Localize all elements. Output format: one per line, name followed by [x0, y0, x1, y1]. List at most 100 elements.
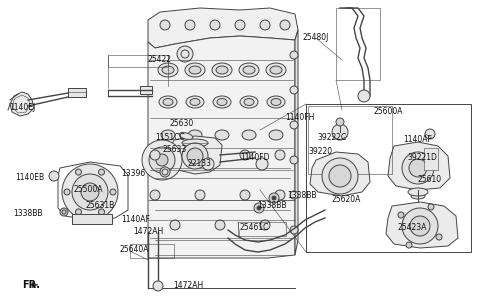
Circle shape — [358, 90, 370, 102]
Circle shape — [257, 206, 261, 210]
Circle shape — [402, 208, 438, 244]
Circle shape — [177, 46, 193, 62]
Ellipse shape — [188, 130, 202, 140]
Text: 25630: 25630 — [170, 120, 194, 128]
Circle shape — [290, 156, 298, 164]
Circle shape — [202, 158, 214, 170]
Circle shape — [64, 189, 70, 195]
Text: 39220: 39220 — [308, 147, 332, 156]
Circle shape — [195, 190, 205, 200]
Polygon shape — [170, 136, 222, 174]
Ellipse shape — [242, 130, 256, 140]
Text: FR.: FR. — [22, 280, 40, 290]
Circle shape — [402, 152, 434, 184]
Ellipse shape — [189, 66, 201, 74]
Circle shape — [436, 234, 442, 240]
Bar — [140, 86, 152, 94]
Circle shape — [187, 148, 203, 164]
Circle shape — [185, 20, 195, 30]
Ellipse shape — [162, 66, 174, 74]
Text: 13396: 13396 — [121, 169, 145, 178]
Bar — [238, 222, 286, 236]
Ellipse shape — [266, 63, 286, 77]
Circle shape — [269, 193, 279, 203]
Ellipse shape — [163, 98, 173, 105]
Ellipse shape — [270, 66, 282, 74]
Circle shape — [240, 190, 250, 200]
Ellipse shape — [243, 66, 255, 74]
Text: 25500A: 25500A — [73, 185, 103, 194]
Circle shape — [290, 51, 298, 59]
Text: 25640A: 25640A — [119, 246, 149, 255]
Circle shape — [98, 169, 105, 175]
Text: 1338BB: 1338BB — [287, 191, 317, 201]
Ellipse shape — [182, 139, 208, 147]
Text: 1140AF: 1140AF — [121, 216, 150, 224]
Circle shape — [49, 171, 59, 181]
Ellipse shape — [186, 96, 204, 108]
Circle shape — [215, 220, 225, 230]
Text: 25480J: 25480J — [303, 34, 329, 43]
Circle shape — [195, 150, 205, 160]
Bar — [424, 148, 438, 170]
Polygon shape — [310, 152, 370, 196]
Circle shape — [290, 86, 298, 94]
Circle shape — [72, 174, 108, 210]
Circle shape — [160, 167, 170, 177]
Text: 25620A: 25620A — [331, 195, 360, 204]
Ellipse shape — [271, 98, 281, 105]
Ellipse shape — [185, 63, 205, 77]
Ellipse shape — [217, 98, 227, 105]
Ellipse shape — [411, 193, 425, 199]
Circle shape — [149, 147, 175, 173]
Circle shape — [428, 204, 434, 210]
Circle shape — [81, 183, 99, 201]
Bar — [108, 55, 168, 67]
Circle shape — [280, 20, 290, 30]
Circle shape — [256, 158, 268, 170]
Circle shape — [182, 143, 208, 169]
Circle shape — [110, 189, 116, 195]
Ellipse shape — [215, 130, 229, 140]
Polygon shape — [32, 282, 38, 288]
Polygon shape — [148, 36, 295, 258]
Circle shape — [98, 209, 105, 215]
Text: 1140FD: 1140FD — [240, 153, 270, 162]
Text: 25423A: 25423A — [397, 223, 427, 233]
Circle shape — [142, 140, 182, 180]
Ellipse shape — [244, 98, 254, 105]
Text: 25422: 25422 — [148, 56, 172, 65]
Text: 1140EB: 1140EB — [15, 174, 45, 182]
Circle shape — [272, 196, 276, 200]
Ellipse shape — [269, 130, 283, 140]
Text: 1151CC: 1151CC — [155, 133, 185, 143]
Circle shape — [275, 190, 285, 200]
Circle shape — [75, 169, 82, 175]
Circle shape — [260, 20, 270, 30]
Ellipse shape — [159, 96, 177, 108]
Ellipse shape — [240, 96, 258, 108]
Text: 1140EJ: 1140EJ — [9, 104, 35, 113]
Bar — [72, 214, 112, 224]
Text: 1472AH: 1472AH — [173, 281, 203, 291]
Bar — [308, 106, 392, 174]
Bar — [336, 8, 380, 80]
Circle shape — [336, 118, 344, 126]
Bar — [68, 88, 86, 97]
Circle shape — [160, 20, 170, 30]
Polygon shape — [148, 8, 298, 48]
Circle shape — [290, 121, 298, 129]
Text: 1140AF: 1140AF — [404, 136, 432, 144]
Text: 25633: 25633 — [163, 146, 187, 155]
Ellipse shape — [267, 96, 285, 108]
Text: 22133: 22133 — [188, 159, 212, 169]
Circle shape — [210, 20, 220, 30]
Text: 1472AH: 1472AH — [133, 227, 163, 236]
Ellipse shape — [239, 63, 259, 77]
Text: 1140FH: 1140FH — [285, 114, 315, 123]
Circle shape — [240, 150, 250, 160]
Bar — [130, 244, 174, 258]
Text: 1338BB: 1338BB — [257, 201, 287, 210]
Ellipse shape — [190, 98, 200, 105]
Circle shape — [62, 164, 118, 220]
